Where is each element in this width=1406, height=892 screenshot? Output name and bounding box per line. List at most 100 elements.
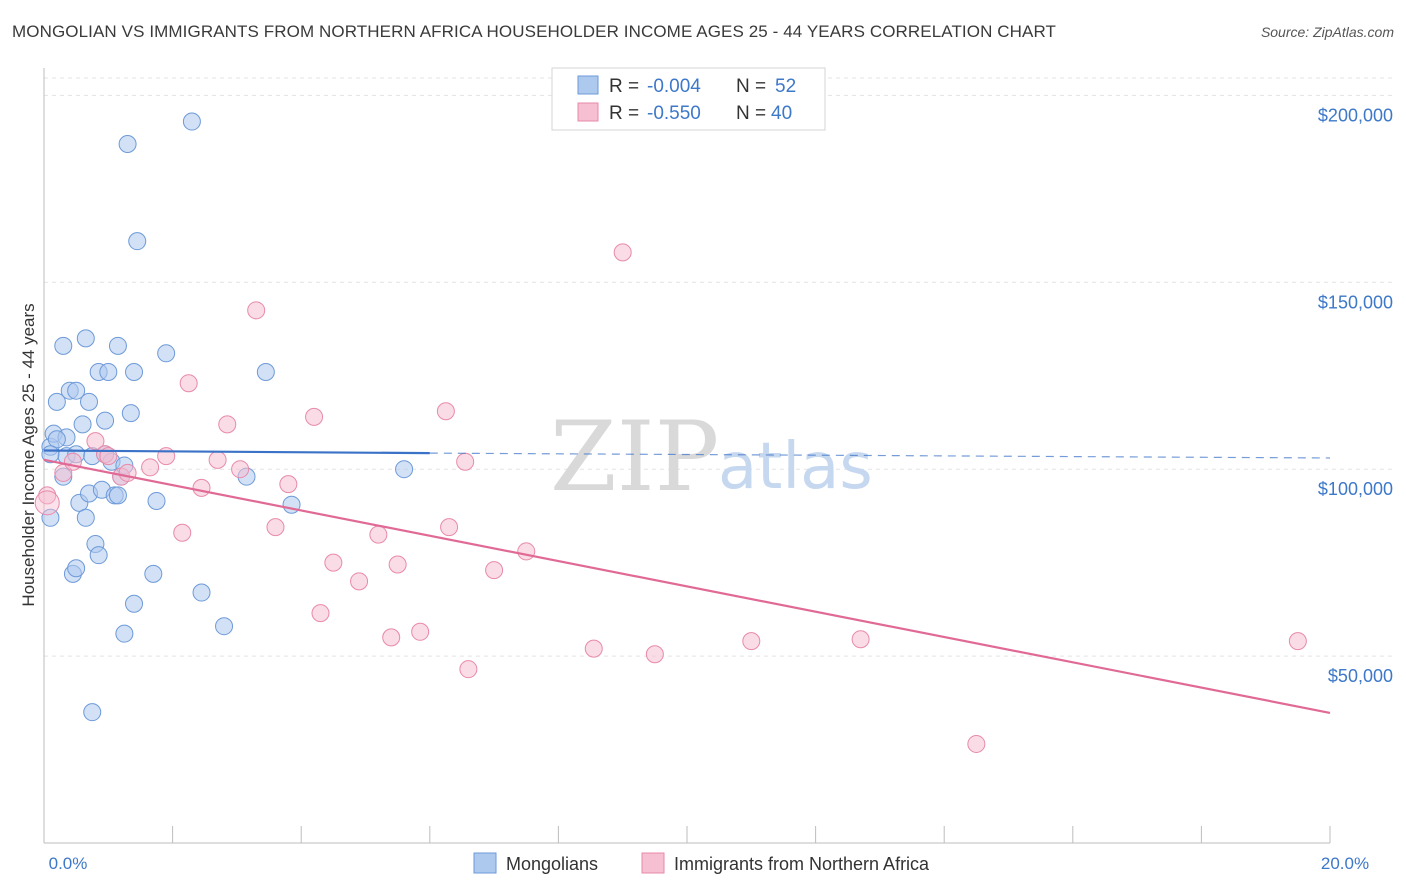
bottom-legend: Mongolians Immigrants from Northern Afri… xyxy=(473,852,930,874)
x-tick-labels: 0.0% 20.0% xyxy=(49,854,1369,873)
trend-lines xyxy=(43,449,1331,714)
immigrants-point-36 xyxy=(967,734,986,753)
mongolians-trend-line xyxy=(43,449,430,455)
immigrants-point-2 xyxy=(86,432,105,451)
grid-lines xyxy=(44,77,1395,657)
immigrants-points xyxy=(34,243,1307,753)
mongolians-point-20 xyxy=(83,703,102,722)
bottom-legend-label-mongolians: Mongolians xyxy=(506,854,598,874)
mongolians-point-14 xyxy=(73,415,92,434)
immigrants-point-6 xyxy=(141,458,160,477)
immigrants-point-32 xyxy=(613,243,632,262)
mongolians-point-25 xyxy=(96,411,115,430)
watermark-atlas: atlas xyxy=(718,430,873,504)
y-tick-label-0: $50,000 xyxy=(1328,666,1393,686)
immigrants-point-12 xyxy=(218,415,237,434)
immigrants-point-8 xyxy=(173,523,192,542)
immigrants-point-34 xyxy=(742,632,761,651)
mongolians-point-34 xyxy=(118,134,137,153)
mongolians-point-38 xyxy=(128,232,147,251)
stats-legend: R = -0.004 N = 52 R = -0.550 N = 40 xyxy=(551,67,826,131)
legend-swatch-immigrants xyxy=(577,102,599,122)
legend-n-label-2: N = xyxy=(736,103,766,124)
immigrants-point-26 xyxy=(440,518,459,537)
chart-source: Source: ZipAtlas.com xyxy=(1260,24,1394,40)
mongolians-point-46 xyxy=(256,363,275,381)
mongolians-point-37 xyxy=(125,594,144,613)
mongolians-point-49 xyxy=(47,430,66,449)
chart-title: MONGOLIAN VS IMMIGRANTS FROM NORTHERN AF… xyxy=(12,22,1057,41)
immigrants-point-13 xyxy=(231,460,250,479)
immigrants-point-16 xyxy=(279,475,298,494)
immigrants-point-7 xyxy=(157,447,176,466)
x-tick-label-1: 20.0% xyxy=(1321,854,1369,873)
mongolians-point-30 xyxy=(108,336,127,355)
mongolians-point-5 xyxy=(54,336,73,355)
legend-n-value-1: 52 xyxy=(775,76,796,97)
watermark: ZIP atlas xyxy=(550,401,873,513)
immigrants-point-20 xyxy=(350,572,369,591)
immigrants-point-31 xyxy=(584,639,603,658)
legend-swatch-mongolians xyxy=(577,75,599,95)
mongolians-point-1 xyxy=(41,508,60,527)
immigrants-point-35 xyxy=(851,630,870,649)
immigrants-point-21 xyxy=(369,525,388,544)
mongolians-point-17 xyxy=(80,392,99,411)
mongolians-point-48 xyxy=(395,460,414,479)
y-tick-label-1: $100,000 xyxy=(1318,479,1393,499)
mongolians-point-44 xyxy=(215,617,234,636)
axes xyxy=(43,68,1331,844)
immigrants-cluster-point xyxy=(34,490,60,516)
immigrants-point-37 xyxy=(1288,632,1307,651)
bottom-legend-label-immigrants: Immigrants from Northern Africa xyxy=(674,854,930,874)
immigrants-point-17 xyxy=(305,407,324,426)
immigrants-point-11 xyxy=(208,450,227,469)
mongolians-point-32 xyxy=(115,624,134,643)
immigrants-point-24 xyxy=(411,622,430,641)
legend-n-value-2: 40 xyxy=(771,103,792,124)
immigrants-point-33 xyxy=(645,645,664,664)
y-tick-labels: $50,000 $100,000 $150,000 $200,000 xyxy=(1318,105,1393,686)
y-tick-label-2: $150,000 xyxy=(1318,292,1393,312)
immigrants-point-19 xyxy=(324,553,343,572)
immigrants-point-9 xyxy=(179,374,198,393)
bottom-legend-swatch-immigrants xyxy=(641,852,665,874)
immigrants-point-5 xyxy=(118,463,137,482)
immigrants-point-25 xyxy=(436,402,455,421)
immigrants-point-22 xyxy=(382,628,401,647)
legend-r-value-2: -0.550 xyxy=(647,103,701,124)
immigrants-point-29 xyxy=(485,561,504,580)
legend-r-label-1: R = xyxy=(609,76,639,97)
mongolians-point-16 xyxy=(76,508,95,527)
bottom-legend-swatch-mongolians xyxy=(473,852,497,874)
watermark-zip: ZIP xyxy=(550,401,719,513)
mongolians-point-42 xyxy=(182,112,201,131)
mongolians-point-10 xyxy=(67,381,86,400)
immigrants-point-30 xyxy=(517,542,536,561)
mongolians-point-43 xyxy=(192,583,211,602)
mongolians-point-12 xyxy=(67,559,86,578)
legend-r-value-1: -0.004 xyxy=(647,76,701,97)
immigrants-point-23 xyxy=(388,555,407,574)
legend-n-label-1: N = xyxy=(736,76,766,97)
immigrants-point-28 xyxy=(459,660,478,679)
mongolians-point-23 xyxy=(89,546,108,565)
mongolians-point-40 xyxy=(147,491,166,510)
immigrants-point-15 xyxy=(266,518,285,537)
immigrants-point-14 xyxy=(247,301,266,320)
immigrants-point-27 xyxy=(456,452,475,471)
mongolians-point-41 xyxy=(157,344,176,363)
y-tick-label-3: $200,000 xyxy=(1318,105,1393,125)
mongolians-point-35 xyxy=(121,404,140,423)
y-axis-label: Householder Income Ages 25 - 44 years xyxy=(19,303,38,606)
mongolians-point-3 xyxy=(47,392,66,411)
x-tick-label-0: 0.0% xyxy=(49,854,88,873)
immigrants-trend-line xyxy=(43,458,1331,714)
immigrants-point-10 xyxy=(192,478,211,497)
mongolians-point-50 xyxy=(108,486,127,505)
mongolians-trend-line-dashed xyxy=(429,452,1331,459)
mongolians-point-15 xyxy=(76,329,95,348)
mongolians-point-39 xyxy=(144,564,163,583)
legend-r-label-2: R = xyxy=(609,103,639,124)
